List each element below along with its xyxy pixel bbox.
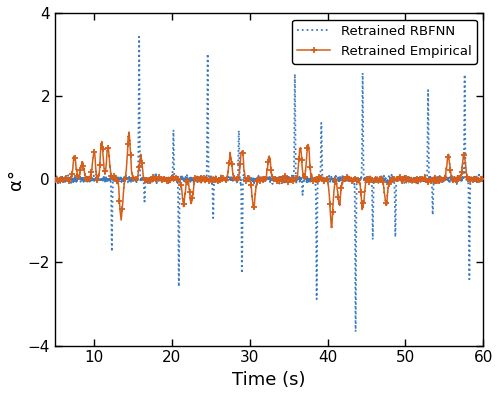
Retrained RBFNN (52, 177, 58, 182)
Retrained RBFNN (137, 157, 143, 162)
Retrained Empirical (126, 129, 132, 134)
Retrained RBFNN (72, 176, 78, 181)
Line: Retrained Empirical: Retrained Empirical (52, 129, 487, 231)
Retrained RBFNN (436, 179, 442, 184)
Retrained RBFNN (182, 179, 188, 183)
Retrained Empirical (436, 178, 442, 183)
Retrained Empirical (182, 198, 188, 203)
Retrained Empirical (328, 225, 334, 230)
Y-axis label: α°: α° (7, 169, 25, 190)
Retrained RBFNN (222, 176, 228, 181)
Retrained Empirical (427, 177, 433, 182)
Retrained RBFNN (136, 34, 142, 39)
Retrained Empirical (480, 178, 486, 183)
Retrained RBFNN (352, 329, 358, 334)
Line: Retrained RBFNN: Retrained RBFNN (55, 37, 484, 332)
X-axis label: Time (s): Time (s) (232, 371, 306, 389)
Legend: Retrained RBFNN, Retrained Empirical: Retrained RBFNN, Retrained Empirical (292, 19, 477, 63)
Retrained Empirical (52, 178, 58, 183)
Retrained Empirical (137, 158, 143, 163)
Retrained Empirical (72, 157, 78, 162)
Retrained RBFNN (480, 178, 486, 183)
Retrained RBFNN (427, 174, 433, 179)
Retrained Empirical (222, 179, 228, 183)
